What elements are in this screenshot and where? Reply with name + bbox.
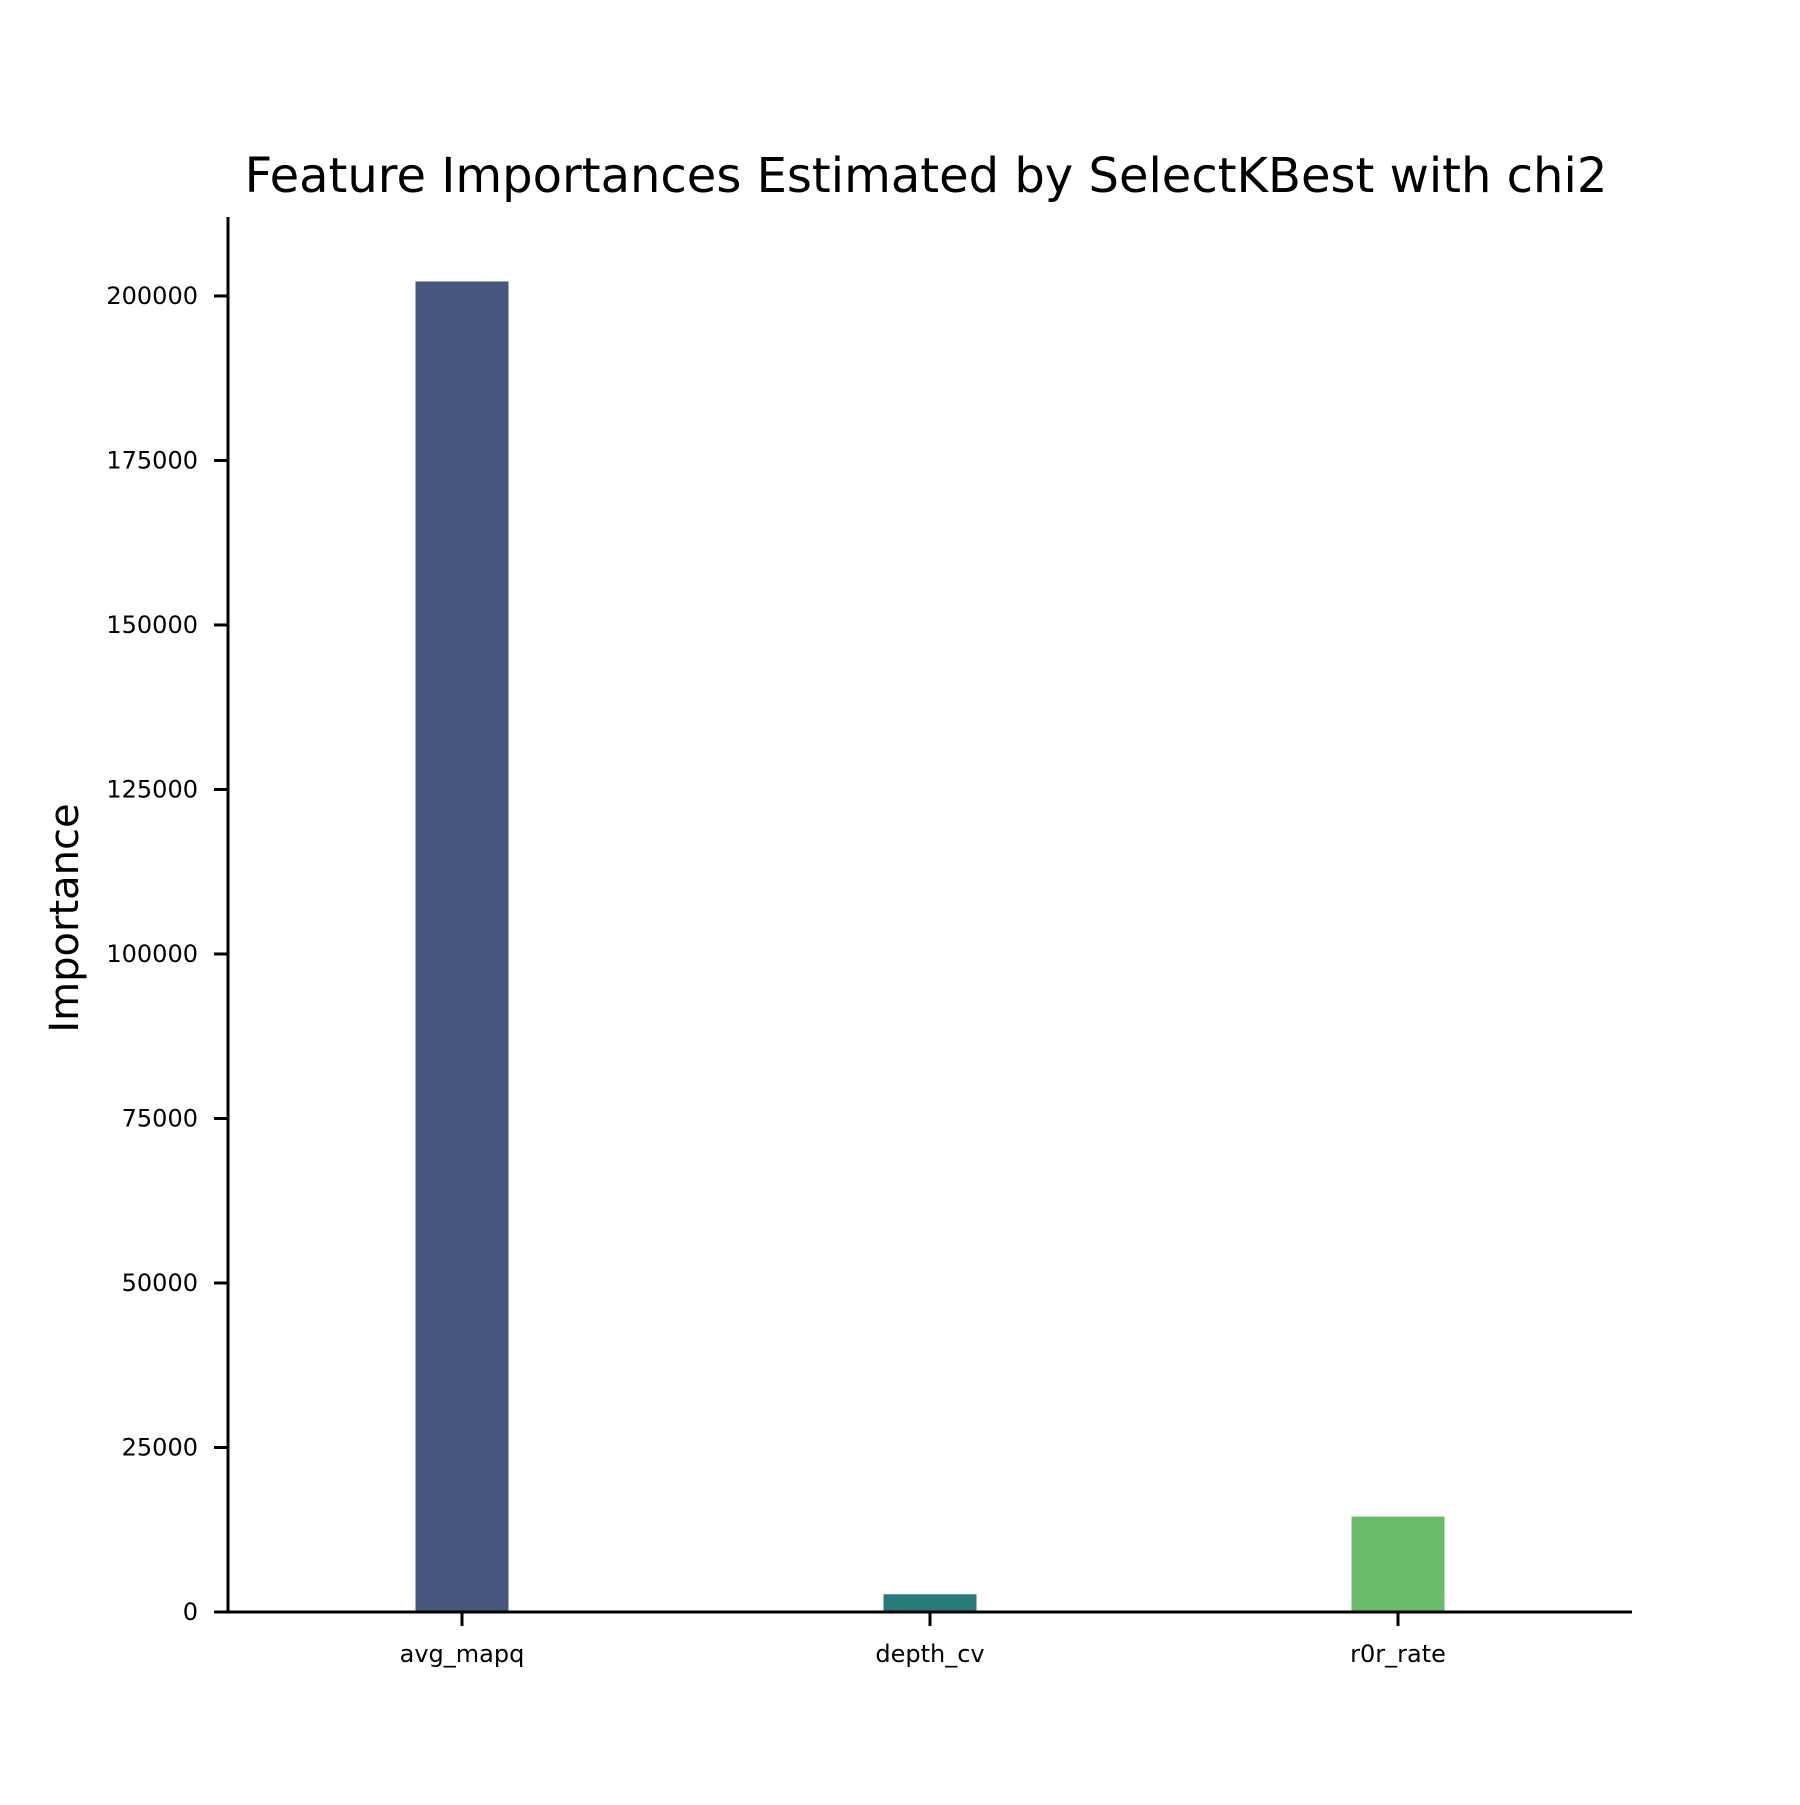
y-tick-label: 200000 (106, 282, 198, 310)
y-tick-label: 0 (183, 1598, 198, 1626)
y-axis-label: Importance (42, 803, 88, 1032)
y-axis-ticks: 0 25000 50000 75000 100000 125000 150000 175000… (106, 282, 228, 1626)
y-tick-label: 50000 (122, 1269, 198, 1297)
chart-title: Feature Importances Estimated by SelectK… (245, 148, 1608, 204)
x-tick-label-depth_cv: depth_cv (875, 1640, 984, 1668)
y-tick-label: 75000 (122, 1104, 198, 1132)
bars-group (415, 281, 1445, 1612)
bar-r0r_rate (1351, 1516, 1445, 1612)
x-tick-label-avg_mapq: avg_mapq (400, 1640, 525, 1668)
x-tick-label-r0r_rate: r0r_rate (1350, 1640, 1446, 1668)
y-tick-label: 125000 (106, 775, 198, 803)
x-axis-ticks: avg_mapq depth_cv r0r_rate (400, 1612, 1446, 1668)
y-tick-label: 25000 (122, 1433, 198, 1461)
bar-avg_mapq (415, 281, 509, 1612)
y-tick-label: 150000 (106, 611, 198, 639)
bar-depth_cv (883, 1594, 977, 1612)
y-tick-label: 175000 (106, 446, 198, 474)
y-tick-label: 100000 (106, 940, 198, 968)
